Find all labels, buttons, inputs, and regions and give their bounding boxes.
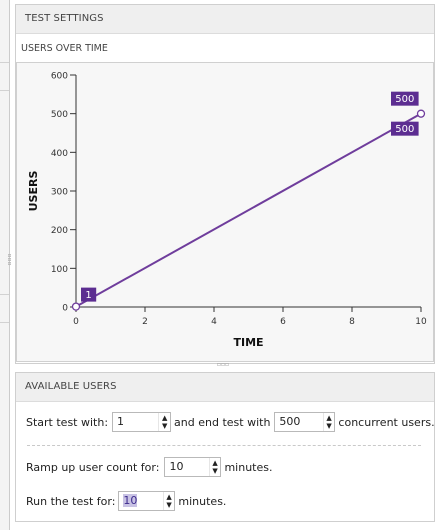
- spinner-arrows[interactable]: ▲ ▼: [162, 492, 175, 510]
- run-minutes-stepper[interactable]: 10 ▲ ▼: [118, 491, 176, 511]
- spinner-down-icon[interactable]: ▼: [166, 501, 172, 509]
- data-label-start-bg: [81, 287, 97, 302]
- run-minutes-value[interactable]: 10: [123, 494, 138, 507]
- data-label-end-bottom: 500: [395, 124, 414, 135]
- start-users-value[interactable]: 1: [117, 415, 125, 428]
- data-label-start: 1: [85, 290, 91, 301]
- y-tick-label: 200: [51, 226, 68, 236]
- y-tick-label: 500: [51, 110, 68, 120]
- series-point: [71, 302, 81, 311]
- chart-svg: 0 100 200 300 400 500 600 0 2 4 6 8 10 TIME USERS 1 500 5…: [27, 72, 427, 350]
- end-suffix: concurrent users.: [338, 415, 435, 429]
- x-tick-label: 10: [415, 317, 427, 327]
- spinner-down-icon[interactable]: ▼: [326, 422, 332, 430]
- spinner-arrows[interactable]: ▲ ▼: [322, 413, 335, 431]
- y-tick-label: 0: [62, 304, 68, 314]
- end-users-stepper[interactable]: 500 ▲ ▼: [274, 412, 336, 432]
- data-label-end-bottom-bg: [391, 121, 419, 136]
- x-tick-label: 6: [280, 317, 286, 327]
- spinner-down-icon[interactable]: ▼: [161, 422, 168, 430]
- horizontal-splitter-grip-icon[interactable]: ▫▫▫: [216, 361, 230, 368]
- test-settings-header: TEST SETTINGS: [16, 5, 434, 34]
- spinner-arrows[interactable]: ▲ ▼: [208, 458, 221, 476]
- end-label: and end test with: [174, 415, 271, 429]
- ramp-label: Ramp up user count for:: [26, 460, 160, 474]
- series-line: [75, 112, 422, 308]
- start-end-row: Start test with: 1 ▲ ▼ and end test with…: [26, 412, 435, 432]
- start-users-stepper[interactable]: 1 ▲ ▼: [112, 412, 172, 432]
- spinner-up-icon[interactable]: ▲: [326, 414, 332, 422]
- ramp-suffix: minutes.: [224, 460, 273, 474]
- available-users-panel: AVAILABLE USERS: [15, 372, 435, 522]
- vertical-splitter-grip-icon[interactable]: ▫ ▫ ▫: [7, 252, 12, 267]
- ramp-minutes-stepper[interactable]: 10 ▲ ▼: [164, 457, 222, 477]
- users-over-time-chart: 0 100 200 300 400 500 600 0 2 4 6 8 10 TIME USERS 1 500 5…: [16, 62, 434, 362]
- x-axis-label: TIME: [233, 336, 263, 349]
- data-label-end-top: 500: [395, 94, 414, 105]
- y-axis-label: USERS: [27, 171, 40, 212]
- run-minutes-value-wrap[interactable]: 10: [119, 492, 162, 510]
- run-row: Run the test for: 10 ▲ ▼ minutes.: [26, 491, 226, 511]
- run-label: Run the test for:: [26, 494, 116, 508]
- spinner-up-icon[interactable]: ▲: [212, 459, 218, 467]
- start-label: Start test with:: [26, 415, 109, 429]
- spinner-down-icon[interactable]: ▼: [212, 467, 218, 475]
- left-pane-divider: [0, 90, 9, 91]
- y-tick-label: 100: [51, 265, 68, 275]
- available-users-header: AVAILABLE USERS: [16, 373, 434, 402]
- run-suffix: minutes.: [178, 494, 227, 508]
- ramp-minutes-value[interactable]: 10: [169, 460, 184, 473]
- y-tick-label: 300: [51, 188, 68, 198]
- series-point: [416, 109, 426, 118]
- x-tick-label: 8: [349, 317, 355, 327]
- spinner-up-icon[interactable]: ▲: [161, 414, 168, 422]
- left-pane-divider: [0, 322, 9, 323]
- left-pane-divider: [0, 294, 9, 295]
- spinner-arrows[interactable]: ▲ ▼: [158, 413, 170, 431]
- x-tick-label: 4: [211, 317, 217, 327]
- form-divider: [27, 445, 421, 446]
- y-tick-label: 400: [51, 149, 68, 159]
- left-pane: [0, 0, 10, 530]
- chart-title: USERS OVER TIME: [21, 43, 108, 54]
- x-tick-label: 2: [142, 317, 148, 327]
- x-tick-label: 0: [73, 317, 79, 327]
- ramp-row: Ramp up user count for: 10 ▲ ▼ minutes.: [26, 457, 272, 477]
- left-pane-divider: [0, 62, 9, 63]
- end-users-value[interactable]: 500: [279, 415, 301, 428]
- y-tick-label: 600: [51, 72, 68, 82]
- data-label-end-top-bg: [391, 91, 419, 106]
- spinner-up-icon[interactable]: ▲: [166, 493, 172, 501]
